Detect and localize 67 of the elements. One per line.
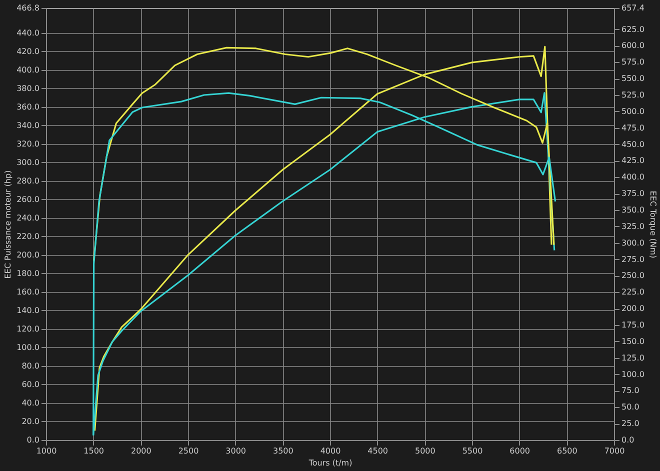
y2-tick-label: 500.0 [622, 106, 644, 116]
y-tick-label: 300.0 [16, 158, 40, 167]
y-tick-label: 440.0 [16, 28, 40, 38]
y2-tick-label: 575.0 [622, 58, 644, 67]
y2-tick-label: 125.0 [622, 353, 644, 362]
y-tick-label: 200.0 [16, 250, 40, 260]
x-tick-label: 6000 [510, 446, 530, 456]
y2-tick-label: 375.0 [622, 189, 644, 198]
y-tick-label: 100.0 [16, 342, 40, 352]
x-tick-label: 5500 [462, 446, 483, 456]
x-tick-label: 3000 [226, 446, 246, 456]
y2-tick-label: 150.0 [622, 336, 644, 346]
y2-tick-label: 200.0 [622, 304, 644, 314]
y2-tick-label: 625.0 [622, 24, 644, 34]
y2-tick-label: 275.0 [622, 254, 644, 264]
y-tick-label: 80.0 [22, 361, 40, 370]
y2-tick-label: 400.0 [622, 172, 644, 182]
y-tick-label: 40.0 [22, 398, 40, 408]
x-tick-label: 7000 [604, 446, 625, 456]
y2-tick-label: 25.0 [622, 419, 640, 428]
y2-tick-label: 75.0 [622, 386, 640, 396]
y-tick-label: 20.0 [22, 416, 40, 426]
y-tick-label: 160.0 [16, 287, 40, 296]
y2-tick-label: 250.0 [622, 271, 644, 280]
y-tick-label: 260.0 [16, 194, 40, 204]
y2-tick-label: 525.0 [622, 90, 644, 100]
x-tick-label: 1000 [36, 446, 57, 456]
y2-tick-label: 225.0 [622, 288, 644, 297]
y-tick-label: 380.0 [16, 84, 40, 93]
y-tick-label: 280.0 [16, 176, 40, 186]
y-tick-label: 120.0 [16, 324, 40, 334]
y2-tick-label: 600.0 [622, 41, 644, 50]
y-axis-title: EEC Puissance moteur (hp) [4, 170, 13, 279]
y-tick-label: 240.0 [16, 213, 40, 222]
y-tick-label: 220.0 [16, 232, 40, 241]
x-axis-title: Tours (t/m) [308, 458, 352, 468]
y2-tick-label: 50.0 [622, 402, 640, 412]
y-tick-label: 400.0 [16, 65, 40, 74]
y-tick-label: 0.0 [26, 436, 40, 444]
y-tick-label: 320.0 [16, 139, 40, 148]
y2-tick-label: 450.0 [622, 140, 644, 149]
y2-tick-label: 550.0 [622, 74, 644, 84]
y2-tick-label: 175.0 [622, 320, 644, 330]
y-tick-label: 360.0 [16, 102, 40, 112]
y-tick-label: 420.0 [16, 46, 40, 56]
x-tick-label: 1500 [84, 446, 104, 456]
y2-tick-label: 425.0 [622, 156, 644, 166]
x-tick-label: 4000 [320, 446, 341, 456]
y2-tick-label: 325.0 [622, 222, 644, 231]
y2-tick-label: 657.4 [622, 4, 644, 12]
x-tick-label: 6500 [556, 446, 578, 456]
y2-tick-label: 350.0 [622, 206, 644, 215]
y2-tick-label: 100.0 [622, 370, 644, 379]
x-tick-label: 4500 [368, 446, 388, 456]
y-tick-label: 466.8 [16, 4, 40, 12]
y2-tick-label: 475.0 [622, 123, 644, 132]
y2-axis-title: EEC Torque (Nm) [648, 190, 658, 258]
x-tick-label: 2000 [130, 446, 152, 456]
x-tick-label: 3500 [272, 446, 294, 456]
y-tick-label: 340.0 [16, 120, 40, 130]
x-tick-label: 2500 [178, 446, 199, 456]
y-tick-label: 140.0 [16, 306, 40, 315]
y2-tick-label: 0.0 [622, 436, 634, 444]
y-tick-label: 60.0 [22, 380, 40, 389]
y-tick-label: 180.0 [16, 268, 40, 278]
y2-tick-label: 300.0 [622, 238, 644, 248]
x-tick-label: 5000 [414, 446, 436, 456]
